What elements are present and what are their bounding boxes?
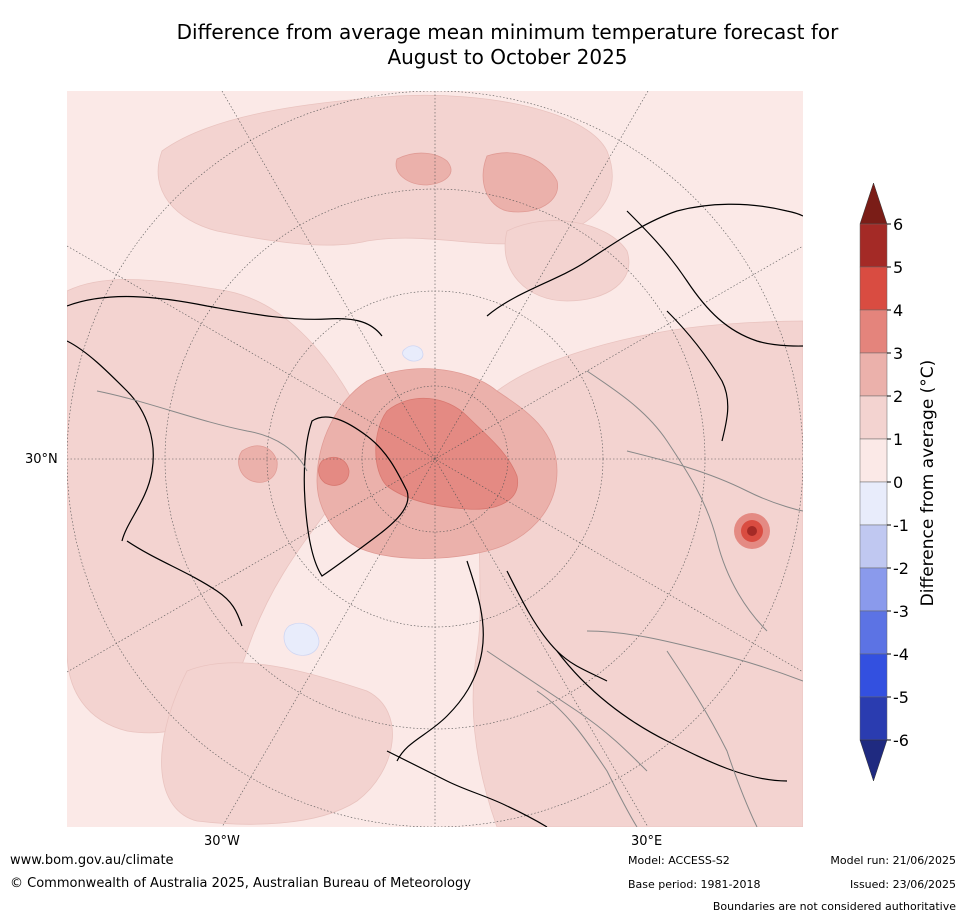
map-title: Difference from average mean minimum tem… (0, 20, 965, 70)
colorbar-tick-label: 5 (893, 258, 903, 277)
anomaly-zones-minus1to0 (283, 345, 424, 656)
colorbar-tick-label: -3 (893, 602, 909, 621)
footer-model: Model: ACCESS-S2 (628, 854, 730, 867)
footer-model-run: Model run: 21/06/2025 (830, 854, 956, 867)
colorbar-bin (859, 696, 888, 741)
anomaly-zones-3to4 (318, 397, 519, 510)
colorbar-bin (859, 567, 888, 612)
colorbar: 6 5 4 3 2 1 0 -1 -2 -3 -4 -5 -6 (855, 180, 965, 790)
anomaly-hotspot (734, 513, 770, 549)
graticule (67, 91, 803, 827)
title-line-2: August to October 2025 (387, 45, 628, 69)
colorbar-bin (859, 524, 888, 569)
colorbar-bin (859, 223, 888, 268)
footer-copyright: © Commonwealth of Australia 2025, Austra… (10, 876, 471, 891)
colorbar-tick-label: 3 (893, 344, 903, 363)
forecast-map (67, 91, 803, 827)
colorbar-bin (859, 352, 888, 397)
colorbar-svg: 6 5 4 3 2 1 0 -1 -2 -3 -4 -5 -6 (859, 182, 909, 782)
colorbar-bin (859, 266, 888, 311)
lat-label-30n: 30°N (25, 452, 58, 467)
colorbar-ticks: 6 5 4 3 2 1 0 -1 -2 -3 -4 -5 -6 (887, 215, 909, 750)
colorbar-bin (859, 610, 888, 655)
colorbar-tick-label: 1 (893, 430, 903, 449)
coastlines (67, 203, 803, 827)
footer-base-period: Base period: 1981-2018 (628, 878, 761, 891)
title-line-1: Difference from average mean minimum tem… (176, 20, 839, 44)
footer-issued: Issued: 23/06/2025 (849, 878, 956, 891)
colorbar-tick-label: 6 (893, 215, 903, 234)
colorbar-tick-label: -4 (893, 645, 909, 664)
colorbar-tick-label: 0 (893, 473, 903, 492)
colorbar-tick-label: 4 (893, 301, 903, 320)
footer-disclaimer: Boundaries are not considered authoritat… (712, 900, 956, 913)
colorbar-tick-label: -1 (893, 516, 909, 535)
colorbar-over-triangle (859, 182, 888, 225)
colorbar-tick-label: 2 (893, 387, 903, 406)
lon-label-30e: 30°E (631, 834, 663, 849)
colorbar-bin (859, 309, 888, 354)
colorbar-tick-label: -5 (893, 688, 909, 707)
colorbar-under-triangle (859, 739, 888, 782)
colorbar-tick-label: -6 (893, 731, 909, 750)
footer-website: www.bom.gov.au/climate (10, 853, 174, 868)
country-borders (96, 370, 803, 827)
lon-label-30w: 30°W (204, 834, 240, 849)
colorbar-bin (859, 481, 888, 526)
colorbar-label: Difference from average (°C) (918, 359, 938, 607)
colorbar-bin (859, 653, 888, 698)
colorbar-bins (859, 182, 888, 782)
colorbar-tick-label: -2 (893, 559, 909, 578)
map-svg (67, 91, 803, 827)
colorbar-bin (859, 395, 888, 440)
colorbar-bin (859, 438, 888, 483)
